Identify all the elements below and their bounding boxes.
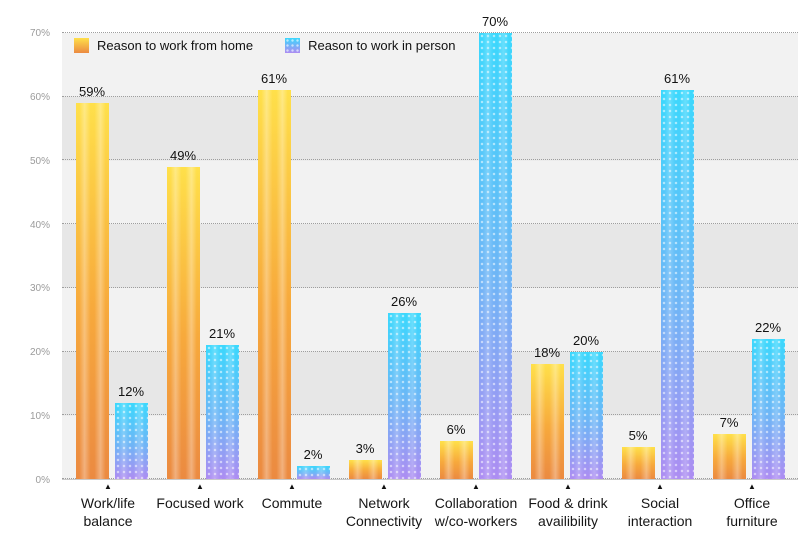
category-label: Work/life balance [80, 495, 136, 530]
bar-group: 6% 70% [430, 14, 521, 479]
bar-value-label: 26% [390, 294, 418, 310]
category-label: Commute [261, 495, 323, 511]
bar-in-person: 70% [478, 14, 512, 479]
grid-line [62, 286, 798, 288]
bar-in-person: 20% [569, 333, 603, 479]
bar-value-label: 18% [533, 345, 561, 361]
bar-group: 59% 12% [66, 33, 157, 479]
category-label: Focused work [156, 495, 244, 511]
category-label: Office furniture [726, 495, 778, 530]
y-tick-label: 40% [29, 219, 50, 231]
axis-marker: ▲ [472, 482, 480, 491]
bar-value-label: 49% [169, 147, 197, 163]
bar-in-person: 22% [751, 320, 785, 479]
category-labels: Work/life balance Focused work Commute Netw… [62, 494, 798, 531]
y-tick-label: 70% [29, 28, 50, 39]
bar-value-label: 6% [446, 421, 466, 437]
axis-marker: ▲ [104, 482, 112, 491]
bar-group: 5% 61% [612, 33, 703, 479]
legend-item-home: Reason to work from home [74, 38, 253, 53]
legend-swatch-home-icon [74, 38, 89, 53]
bar-group: 3% 26% [339, 33, 430, 479]
grid-line [62, 32, 798, 33]
bar-home: 7% [712, 415, 746, 479]
grid-line [62, 159, 798, 161]
bar-value-label: 21% [208, 326, 236, 342]
y-tick-label: 10% [29, 411, 50, 423]
bar-value-label: 61% [663, 71, 691, 87]
bar-in-person: 61% [660, 71, 694, 479]
axis-marker: ▲ [380, 482, 388, 491]
legend-label-home: Reason to work from home [97, 38, 254, 53]
bar-home: 49% [166, 148, 200, 479]
y-axis-labels: 0% 10% 20% 30% 40% 50% 60% 70% [0, 28, 58, 486]
bar-value-label: 7% [719, 415, 739, 431]
legend-swatch-in-person-icon [285, 38, 301, 53]
bar-value-label: 3% [355, 440, 375, 456]
grid-line [62, 350, 798, 352]
y-tick-label: 60% [29, 91, 50, 103]
category-label: Collaboration w/co-workers [434, 495, 518, 530]
plot-area: 59% 12% 49% 21% 61% 2% 3% 26% 6% 70% 18% 20% 5% 61% 7%… [62, 14, 798, 480]
bar-in-person: 12% [114, 384, 148, 479]
bar-in-person: 2% [296, 447, 330, 479]
bar-in-person: 21% [205, 326, 239, 479]
bar-group: 49% 21% [157, 33, 248, 479]
legend: Reason to work from home Reason to work … [74, 38, 456, 53]
y-tick-label: 30% [29, 283, 50, 295]
bar-home: 59% [75, 84, 109, 479]
bars-area: 59% 12% 49% 21% 61% 2% 3% 26% 6% 70% 18% 20% 5% 61% 7%… [62, 14, 798, 479]
bar-group: 61% 2% [248, 33, 339, 479]
bar-home: 5% [621, 428, 655, 479]
axis-marker: ▲ [196, 482, 204, 491]
y-tick-label: 20% [29, 347, 50, 359]
legend-label-in-person: Reason to work in person [308, 38, 456, 53]
bar-value-label: 2% [303, 447, 323, 463]
grid-line [62, 223, 798, 225]
category-label: Social interaction [627, 495, 693, 530]
bar-in-person: 26% [387, 294, 421, 479]
bar-group: 18% 20% [521, 33, 612, 479]
bar-value-label: 20% [572, 332, 600, 348]
bar-value-label: 22% [754, 319, 782, 335]
axis-marker: ▲ [288, 482, 296, 491]
category-label: Network Connectivity [345, 495, 423, 530]
axis-marker: ▲ [656, 482, 664, 491]
grid-line [62, 414, 798, 416]
axis-markers: ▲ ▲ ▲ ▲ ▲ ▲ ▲ ▲ [62, 482, 798, 492]
bar-home: 61% [257, 71, 291, 479]
y-tick-label: 0% [35, 475, 50, 486]
grid-line [62, 95, 798, 97]
bar-value-label: 61% [260, 71, 288, 87]
bar-home: 6% [439, 422, 473, 479]
grid-line [62, 478, 798, 479]
bar-value-label: 5% [628, 428, 648, 444]
bar-value-label: 59% [78, 84, 106, 100]
y-tick-label: 50% [29, 155, 50, 167]
bar-value-label: 70% [481, 14, 509, 29]
axis-marker: ▲ [564, 482, 572, 491]
category-label: Food & drink availibility [528, 495, 608, 530]
bar-home: 3% [348, 441, 382, 479]
legend-item-in-person: Reason to work in person [285, 38, 456, 53]
bar-value-label: 12% [117, 383, 145, 399]
axis-marker: ▲ [748, 482, 756, 491]
bar-home: 18% [530, 345, 564, 479]
bar-group: 7% 22% [703, 33, 794, 479]
